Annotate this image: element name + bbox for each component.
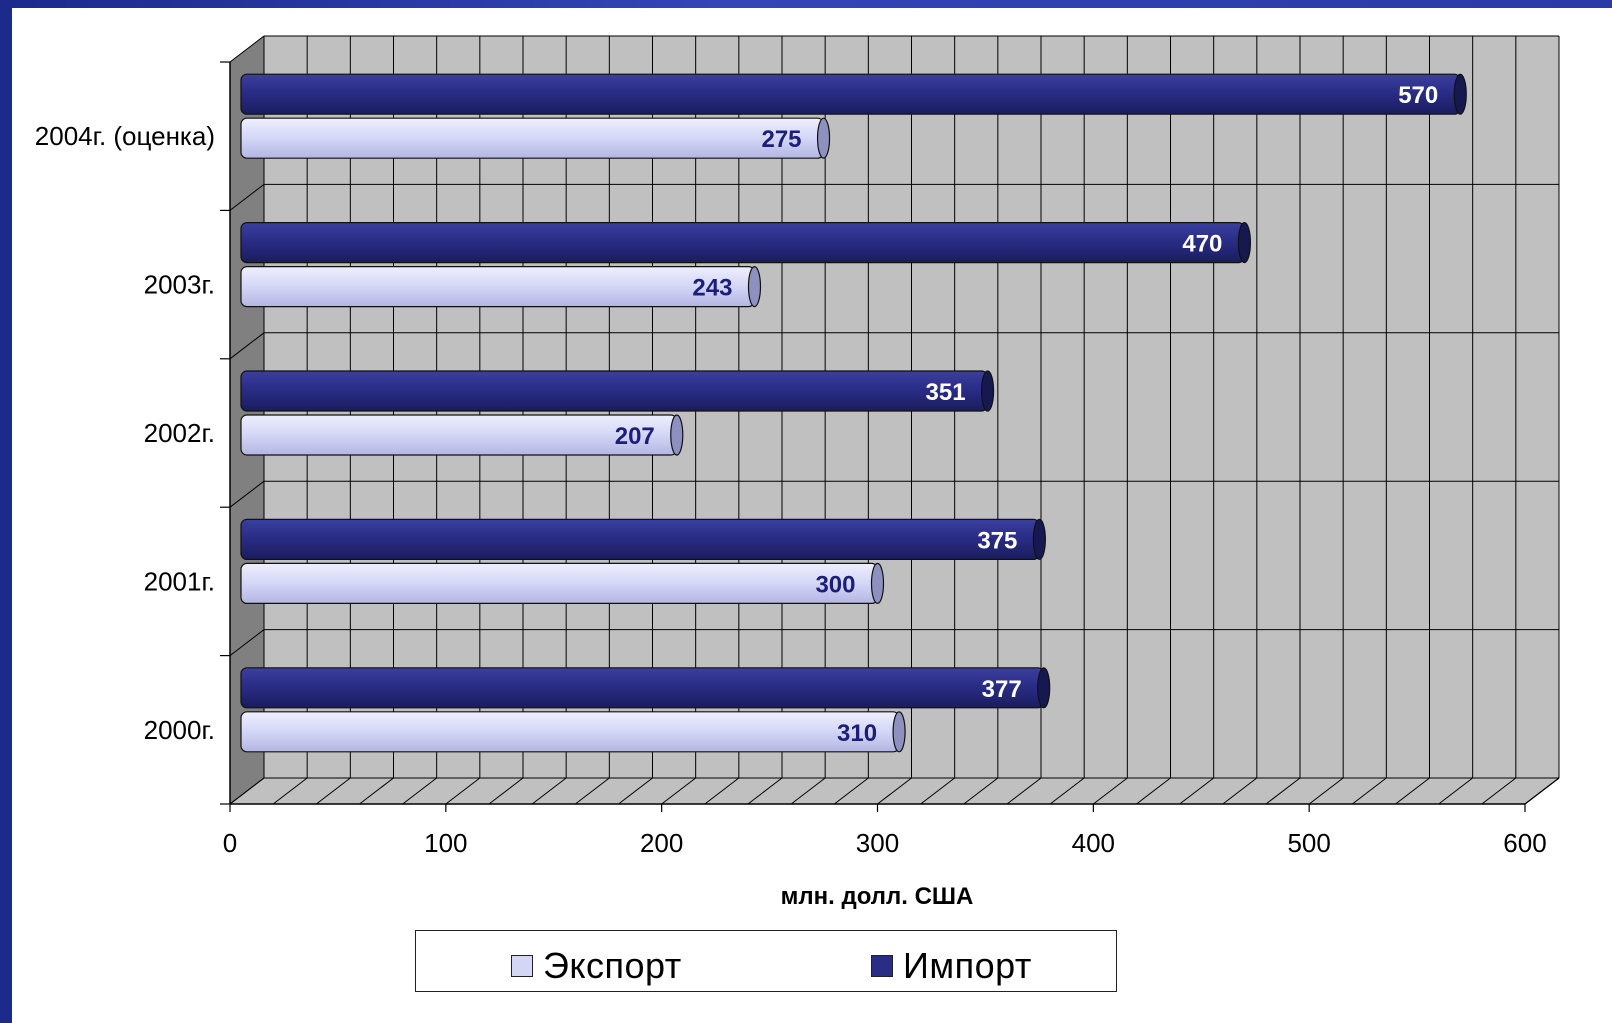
bar-export-cap (870, 562, 885, 605)
bar-export (240, 117, 825, 159)
floor-gridline (618, 777, 653, 805)
floor-gridline (1438, 777, 1473, 805)
bar-export (240, 414, 678, 456)
floor-gridline (531, 777, 567, 805)
x-tick-label: 400 (1072, 828, 1115, 858)
data-label-export: 275 (761, 126, 801, 153)
x-tick-label: 0 (223, 828, 237, 858)
floor-gridline (920, 777, 955, 805)
data-label-export: 310 (837, 720, 877, 747)
floor-gridline (488, 777, 524, 805)
floor-gridline (272, 777, 308, 805)
floor-gridline (1352, 777, 1387, 805)
bar-export-cap (670, 414, 684, 456)
floor-gridline (402, 777, 437, 805)
side-gridline (229, 777, 265, 805)
chart-legend: Экспорт Импорт (415, 930, 1117, 992)
floor-gridline (790, 777, 826, 805)
x-tick-label: 500 (1287, 828, 1330, 858)
floor-edge (1524, 777, 1560, 805)
data-label-import: 470 (1182, 231, 1222, 258)
data-label-import: 570 (1398, 82, 1438, 109)
floor-gridline (1481, 777, 1517, 805)
data-label-export: 207 (615, 423, 655, 450)
data-label-export: 300 (815, 571, 855, 598)
data-label-import: 377 (982, 676, 1022, 703)
y-category-label: 2001г. (144, 566, 215, 596)
floor-gridline (1395, 777, 1430, 805)
y-category-label: 2000г. (144, 715, 215, 745)
floor-gridline (1308, 777, 1344, 805)
side-gridline (229, 35, 265, 63)
floor-gridline (1006, 777, 1042, 805)
bar-import (240, 370, 989, 412)
bar-import-cap (1037, 667, 1051, 709)
floor-gridline (1136, 777, 1171, 805)
floor-gridline (834, 777, 869, 805)
legend-label-import: Импорт (903, 945, 1032, 986)
floor-gridline (704, 777, 740, 805)
floor-gridline (359, 777, 394, 805)
bar-export-cap (816, 117, 831, 159)
bar-export (240, 711, 900, 753)
bar-export (240, 562, 879, 605)
x-tick-label: 300 (856, 828, 899, 858)
floor-gridline (445, 777, 481, 805)
floor-gridline (963, 777, 999, 805)
legend-item-import: Импорт (871, 945, 1032, 987)
x-axis-title: млн. долл. США (781, 883, 974, 910)
x-tick-label: 600 (1503, 828, 1546, 858)
floor-gridline (1222, 777, 1258, 805)
legend-item-export: Экспорт (511, 945, 682, 987)
floor-gridline (747, 777, 783, 805)
bar-export (240, 266, 756, 308)
data-label-import: 351 (926, 379, 966, 406)
y-category-label: 2002г. (144, 418, 215, 448)
floor-gridline (575, 777, 610, 805)
side-gridline (229, 629, 265, 656)
legend-label-export: Экспорт (543, 945, 682, 986)
floor-gridline (661, 777, 696, 805)
bar-import (240, 518, 1040, 561)
side-gridline (229, 332, 265, 360)
floor-gridline (1179, 777, 1214, 805)
side-gridline (229, 184, 265, 211)
floor-gridline (1265, 777, 1301, 805)
bar-import (240, 667, 1045, 709)
y-category-label: 2003г. (144, 270, 215, 300)
floor-gridline (1093, 777, 1128, 805)
floor-gridline (1049, 777, 1085, 805)
bar-export-cap (892, 711, 906, 753)
bar-import-cap (1237, 222, 1252, 264)
floor-gridline (877, 777, 912, 805)
bar-export-cap (747, 266, 762, 308)
bar-import-cap (1032, 518, 1046, 561)
x-tick-label: 200 (640, 828, 683, 858)
x-tick-label: 100 (424, 828, 467, 858)
legend-swatch-import (871, 955, 893, 977)
floor-gridline (316, 777, 351, 805)
bar-import-cap (1453, 73, 1467, 115)
bar-import (240, 222, 1246, 264)
bar-import-cap (980, 370, 995, 412)
data-label-export: 243 (692, 275, 732, 302)
y-category-label: 2004г. (оценка) (35, 121, 215, 151)
bar-import (240, 73, 1461, 115)
legend-swatch-export (511, 955, 533, 977)
side-gridline (229, 480, 265, 508)
data-label-import: 375 (977, 527, 1017, 554)
